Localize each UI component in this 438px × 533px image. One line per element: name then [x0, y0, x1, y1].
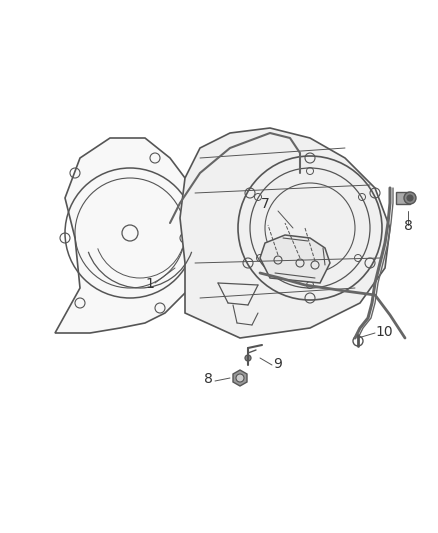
Polygon shape: [260, 235, 330, 283]
Circle shape: [404, 192, 416, 204]
Text: 10: 10: [375, 325, 393, 339]
Polygon shape: [55, 138, 220, 333]
Text: 1: 1: [145, 277, 155, 291]
Text: 9: 9: [274, 357, 283, 371]
Circle shape: [407, 195, 413, 201]
Circle shape: [236, 374, 244, 382]
Polygon shape: [233, 370, 247, 386]
Text: 8: 8: [204, 372, 212, 386]
Text: 8: 8: [403, 219, 413, 233]
Polygon shape: [180, 128, 390, 338]
Circle shape: [245, 355, 251, 361]
Polygon shape: [396, 192, 410, 204]
Text: 7: 7: [261, 197, 269, 211]
